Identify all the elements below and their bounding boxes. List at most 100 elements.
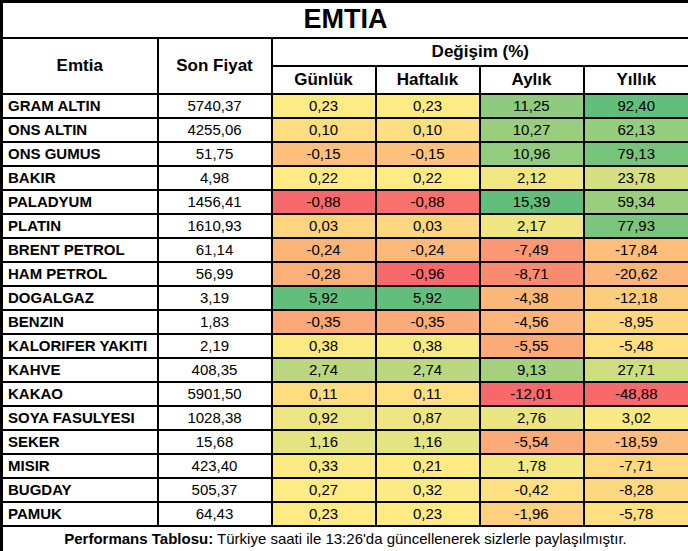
table-row: SOYA FASULYESI 1028,38 0,92 0,87 2,76 3,… (2, 406, 688, 430)
table-row: BAKIR 4,98 0,22 0,22 2,12 23,78 (2, 166, 688, 190)
commodity-name: BUGDAY (2, 478, 158, 502)
change-cell: 0,23 (376, 502, 480, 526)
change-cell: -48,88 (584, 382, 688, 406)
last-price: 1028,38 (158, 406, 272, 430)
change-cell: -0,15 (272, 142, 376, 166)
title-row: EMTIA (2, 2, 688, 38)
last-price: 1,83 (158, 310, 272, 334)
change-cell: 5,92 (376, 286, 480, 310)
change-cell: 2,12 (480, 166, 584, 190)
change-cell: -0,24 (376, 238, 480, 262)
change-cell: 0,22 (272, 166, 376, 190)
change-cell: 9,13 (480, 358, 584, 382)
change-cell: 0,03 (272, 214, 376, 238)
footer-row: Performans Tablosu: Türkiye saati ile 13… (2, 526, 688, 551)
change-cell: -1,96 (480, 502, 584, 526)
change-cell: 10,27 (480, 118, 584, 142)
change-cell: -0,35 (376, 310, 480, 334)
change-cell: 0,11 (272, 382, 376, 406)
change-cell: 0,38 (272, 334, 376, 358)
change-cell: 0,92 (272, 406, 376, 430)
table-row: BUGDAY 505,37 0,27 0,32 -0,42 -8,28 (2, 478, 688, 502)
change-cell: 62,13 (584, 118, 688, 142)
last-price: 4255,06 (158, 118, 272, 142)
table-row: MISIR 423,40 0,33 0,21 1,78 -7,71 (2, 454, 688, 478)
change-cell: -12,18 (584, 286, 688, 310)
footer-note: Performans Tablosu: Türkiye saati ile 13… (2, 526, 688, 551)
change-cell: -18,59 (584, 430, 688, 454)
commodity-name: KALORIFER YAKITI (2, 334, 158, 358)
change-cell: 3,02 (584, 406, 688, 430)
change-cell: -8,71 (480, 262, 584, 286)
last-price: 4,98 (158, 166, 272, 190)
last-price: 3,19 (158, 286, 272, 310)
change-cell: 2,74 (272, 358, 376, 382)
change-cell: 0,21 (376, 454, 480, 478)
change-cell: 0,11 (376, 382, 480, 406)
commodity-name: SOYA FASULYESI (2, 406, 158, 430)
table-row: ONS GUMUS 51,75 -0,15 -0,15 10,96 79,13 (2, 142, 688, 166)
last-price: 505,37 (158, 478, 272, 502)
table-body: GRAM ALTIN 5740,37 0,23 0,23 11,25 92,40… (2, 94, 688, 526)
change-cell: 79,13 (584, 142, 688, 166)
change-cell: 27,71 (584, 358, 688, 382)
table-row: PAMUK 64,43 0,23 0,23 -1,96 -5,78 (2, 502, 688, 526)
last-price: 1456,41 (158, 190, 272, 214)
table-row: KAHVE 408,35 2,74 2,74 9,13 27,71 (2, 358, 688, 382)
change-cell: -0,42 (480, 478, 584, 502)
change-cell: 0,10 (272, 118, 376, 142)
last-price: 423,40 (158, 454, 272, 478)
commodity-name: GRAM ALTIN (2, 94, 158, 118)
commodity-name: DOGALGAZ (2, 286, 158, 310)
last-price: 56,99 (158, 262, 272, 286)
change-cell: -12,01 (480, 382, 584, 406)
commodity-name: ONS GUMUS (2, 142, 158, 166)
column-header-son-fiyat: Son Fiyat (158, 38, 272, 94)
table-row: GRAM ALTIN 5740,37 0,23 0,23 11,25 92,40 (2, 94, 688, 118)
commodity-name: HAM PETROL (2, 262, 158, 286)
change-cell: -0,88 (376, 190, 480, 214)
change-cell: -17,84 (584, 238, 688, 262)
commodity-name: SEKER (2, 430, 158, 454)
table-row: DOGALGAZ 3,19 5,92 5,92 -4,38 -12,18 (2, 286, 688, 310)
commodity-name: MISIR (2, 454, 158, 478)
column-header-gunluk: Günlük (272, 66, 376, 94)
change-cell: -4,38 (480, 286, 584, 310)
column-header-haftalik: Haftalık (376, 66, 480, 94)
change-cell: 23,78 (584, 166, 688, 190)
last-price: 5901,50 (158, 382, 272, 406)
change-cell: 2,17 (480, 214, 584, 238)
last-price: 408,35 (158, 358, 272, 382)
column-header-yillik: Yıllık (584, 66, 688, 94)
last-price: 5740,37 (158, 94, 272, 118)
change-cell: 0,38 (376, 334, 480, 358)
change-cell: 1,16 (376, 430, 480, 454)
change-cell: -8,28 (584, 478, 688, 502)
commodity-name: PAMUK (2, 502, 158, 526)
change-cell: -0,88 (272, 190, 376, 214)
change-cell: 11,25 (480, 94, 584, 118)
change-cell: 0,23 (376, 94, 480, 118)
change-cell: -0,28 (272, 262, 376, 286)
change-cell: 92,40 (584, 94, 688, 118)
change-cell: 2,74 (376, 358, 480, 382)
change-cell: 0,23 (272, 502, 376, 526)
change-cell: -0,15 (376, 142, 480, 166)
change-cell: 0,03 (376, 214, 480, 238)
table-row: KALORIFER YAKITI 2,19 0,38 0,38 -5,55 -5… (2, 334, 688, 358)
change-cell: -0,35 (272, 310, 376, 334)
table-row: BRENT PETROL 61,14 -0,24 -0,24 -7,49 -17… (2, 238, 688, 262)
table-row: SEKER 15,68 1,16 1,16 -5,54 -18,59 (2, 430, 688, 454)
commodity-name: PALADYUM (2, 190, 158, 214)
header-row-top: Emtia Son Fiyat Değişim (%) (2, 38, 688, 66)
change-cell: -5,48 (584, 334, 688, 358)
change-cell: -7,71 (584, 454, 688, 478)
table-row: KAKAO 5901,50 0,11 0,11 -12,01 -48,88 (2, 382, 688, 406)
column-header-emtia: Emtia (2, 38, 158, 94)
change-cell: 2,76 (480, 406, 584, 430)
commodity-table: EMTIA Emtia Son Fiyat Değişim (%) Günlük… (0, 0, 688, 551)
change-cell: 1,78 (480, 454, 584, 478)
table-row: HAM PETROL 56,99 -0,28 -0,96 -8,71 -20,6… (2, 262, 688, 286)
change-cell: -5,78 (584, 502, 688, 526)
table-row: BENZIN 1,83 -0,35 -0,35 -4,56 -8,95 (2, 310, 688, 334)
